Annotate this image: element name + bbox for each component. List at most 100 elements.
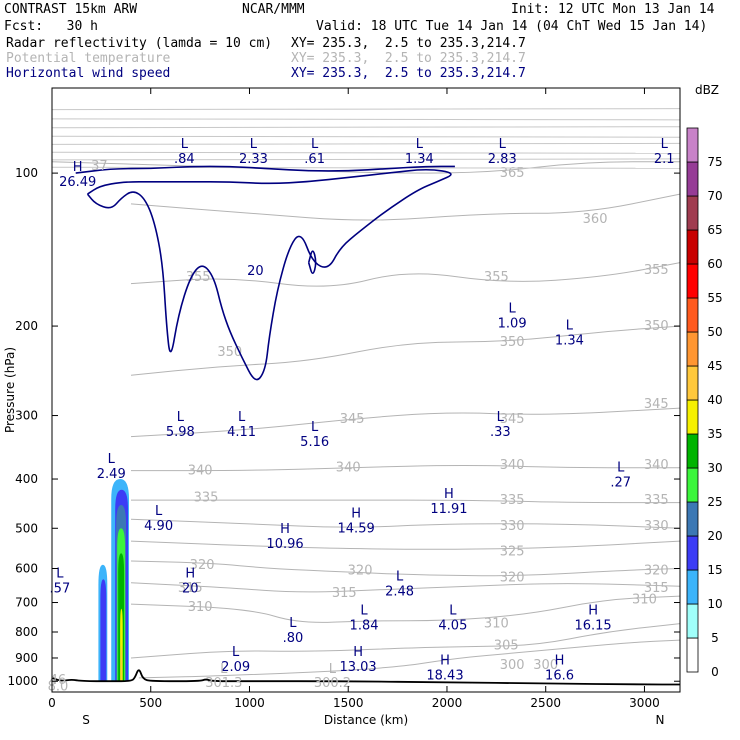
wind-extremum-value: .61 <box>304 152 325 167</box>
isentrope-label: 340 <box>500 458 525 473</box>
isentrope-label: 355 <box>186 270 211 285</box>
colorbar-swatch <box>686 263 699 299</box>
colorbar-unit: dBZ <box>695 83 719 97</box>
colorbar-level-label: 60 <box>707 257 722 271</box>
x-tick-label: 1000 <box>234 696 265 710</box>
wind-extremum-value: 10.96 <box>266 537 303 552</box>
wind-extremum-value: .84 <box>174 152 195 167</box>
wind-extremum-type: L <box>232 645 240 660</box>
wind-extremum-value: 20 <box>182 581 199 596</box>
theta-extremum-value: 8.0 <box>48 680 69 695</box>
wind-extremum-type: L <box>289 616 297 631</box>
wind-extremum-type: L <box>238 410 246 425</box>
x-tick-label: 0 <box>48 696 56 710</box>
isentrope-label: 345 <box>500 412 525 427</box>
isentrope-label: 320 <box>500 571 525 586</box>
isentrope-label: 310 <box>484 617 509 632</box>
wind-extremum-type: H <box>280 522 290 537</box>
isentrope-label: 315 <box>178 581 203 596</box>
colorbar-swatch <box>686 365 699 401</box>
colorbar-level-label: 0 <box>711 665 719 679</box>
isentrope-label: 300 <box>533 658 558 673</box>
wind-extremum-value: .27 <box>610 475 631 490</box>
colorbar-swatch <box>686 297 699 333</box>
colorbar-swatch <box>686 569 699 605</box>
wind-extremum-value: 2.83 <box>488 152 517 167</box>
colorbar: dBZ 0 5 10 15 20 25 30 35 40 45 50 55 60 65 70 75 <box>686 83 723 679</box>
isentrope-label: 320 <box>190 558 215 573</box>
y-tick-label: 100 <box>15 166 38 180</box>
wind-extremum-type: L <box>108 452 116 467</box>
wind-extremum-value: .80 <box>283 631 304 646</box>
colorbar-level-label: 70 <box>707 189 722 203</box>
isentrope-label: 345 <box>340 412 365 427</box>
colorbar-level-label: 25 <box>707 495 722 509</box>
isentrope-345 <box>130 407 681 438</box>
isentrope-label: 315 <box>644 581 669 596</box>
wind-extremum-type: L <box>396 570 404 585</box>
x-tick-label: 2500 <box>530 696 561 710</box>
wind-extremum-type: H <box>440 653 450 668</box>
upper-isentrope-band <box>51 126 681 129</box>
wind-extremum-type: L <box>181 137 189 152</box>
x-tick-label: 2000 <box>432 696 463 710</box>
isentrope-label: 310 <box>188 600 213 615</box>
wind-extremum-value: 14.59 <box>338 521 375 536</box>
isentrope-label: 325 <box>500 544 525 559</box>
wind-contour-20-small <box>307 250 317 275</box>
wind-extremum-type: H <box>73 160 83 175</box>
forecast-hour: Fcst: 30 h <box>4 19 98 34</box>
isentrope-340 <box>131 465 680 472</box>
colorbar-swatch <box>686 331 699 367</box>
colorbar-level-label: 45 <box>707 359 722 373</box>
isentrope-label: 350 <box>217 345 242 360</box>
reflectivity-cell-40dbz <box>120 645 122 682</box>
colorbar-swatch <box>686 501 699 537</box>
colorbar-swatch <box>686 535 699 571</box>
field-xy-wind: XY= 235.3, 2.5 to 235.3,214.7 <box>291 66 526 81</box>
field-label-wind: Horizontal wind speed <box>6 66 171 81</box>
colorbar-level-label: 75 <box>707 155 722 169</box>
wind-extremum-value: 16.15 <box>574 618 611 633</box>
terrain-line <box>51 669 680 686</box>
plot-frame <box>51 87 681 693</box>
colorbar-level-label: 20 <box>707 529 722 543</box>
theta-extremum-type: L <box>220 662 228 677</box>
isentrope-label: 340 <box>644 458 669 473</box>
y-tick-label: 500 <box>15 521 38 535</box>
wind-extremum-value: 16.6 <box>545 668 574 683</box>
wind-extremum-type: L <box>661 137 669 152</box>
upper-isentrope-band <box>51 135 681 138</box>
y-tick-label: 800 <box>15 625 38 639</box>
wind-extremum-value: 5.98 <box>166 425 195 440</box>
colorbar-swatch <box>686 637 699 673</box>
wind-extremum-value: 18.43 <box>426 668 463 683</box>
y-tick-label: 300 <box>15 409 38 423</box>
x-end-label-north: N <box>656 713 665 727</box>
wind-contour-label: 20 <box>247 264 264 279</box>
theta-extremum-type: L <box>329 662 337 677</box>
wind-extremum-type: L <box>360 603 368 618</box>
wind-extremum-value: 13.03 <box>339 660 376 675</box>
isentrope-320 <box>130 560 681 577</box>
isentrope-label: 320 <box>348 563 373 578</box>
isentrope-label: 350 <box>500 335 525 350</box>
wind-contour-20 <box>86 168 452 381</box>
isentrope-label: 355 <box>644 263 669 278</box>
isentrope-330 <box>130 518 681 529</box>
colorbar-swatch <box>686 127 699 163</box>
wind-extremum-value: 26.49 <box>59 175 96 190</box>
wind-extremum-type: L <box>250 137 258 152</box>
colorbar-level-label: 10 <box>707 597 722 611</box>
wind-extremum-value: 4.90 <box>144 519 173 534</box>
wind-extremum-type: H <box>351 506 361 521</box>
wind-extremum-value: 1.34 <box>405 152 434 167</box>
isentrope-315 <box>130 582 681 593</box>
colorbar-level-label: 5 <box>711 631 719 645</box>
isentrope-label: 365 <box>500 166 525 181</box>
isentrope-label: 345 <box>644 397 669 412</box>
wind-extremum-value: 4.05 <box>438 618 467 633</box>
wind-extremum-value: 1.09 <box>498 317 527 332</box>
